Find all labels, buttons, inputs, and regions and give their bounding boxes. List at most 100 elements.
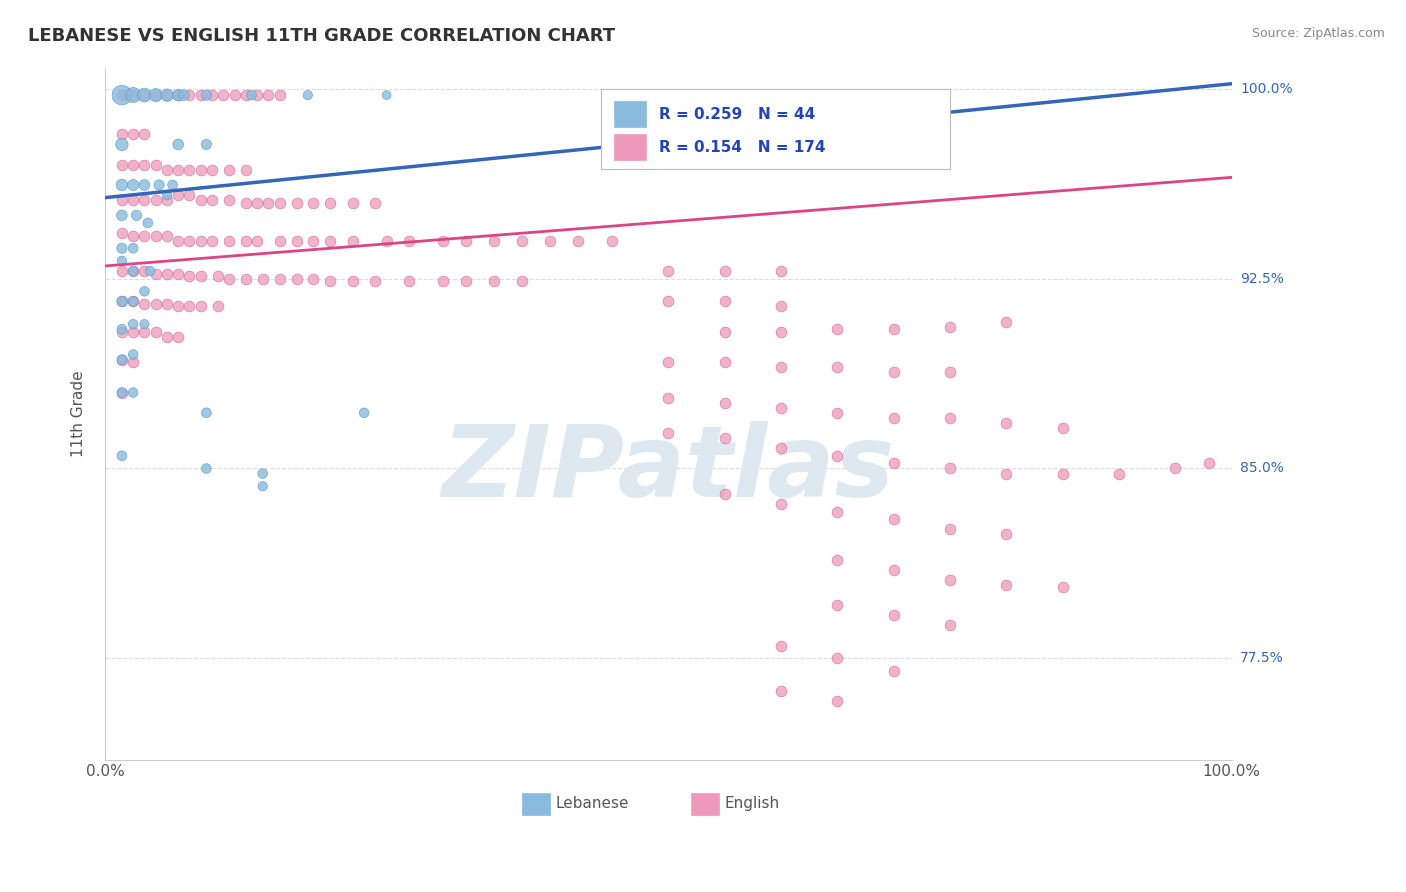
Point bbox=[302, 195, 325, 210]
Point bbox=[111, 88, 134, 103]
Point bbox=[827, 552, 849, 566]
Point bbox=[156, 88, 179, 103]
Point bbox=[156, 297, 179, 311]
Point bbox=[246, 195, 269, 210]
Point bbox=[111, 254, 134, 268]
Point bbox=[827, 360, 849, 375]
Point bbox=[134, 325, 156, 339]
Point bbox=[190, 162, 212, 177]
Point bbox=[218, 162, 240, 177]
Point bbox=[883, 365, 905, 379]
Point bbox=[167, 137, 190, 152]
Point bbox=[713, 487, 735, 501]
Point bbox=[769, 684, 792, 698]
Point bbox=[375, 234, 398, 248]
Point bbox=[111, 385, 134, 400]
Point bbox=[167, 188, 190, 202]
Point bbox=[769, 360, 792, 375]
Point bbox=[179, 234, 201, 248]
Y-axis label: 11th Grade: 11th Grade bbox=[72, 371, 86, 458]
Point bbox=[246, 88, 269, 103]
Point bbox=[297, 88, 319, 103]
Point bbox=[218, 271, 240, 285]
Point bbox=[285, 195, 308, 210]
Point bbox=[235, 195, 257, 210]
Point bbox=[134, 158, 156, 172]
Point bbox=[156, 193, 179, 207]
Point bbox=[173, 88, 195, 103]
Point bbox=[510, 274, 533, 288]
Point bbox=[122, 264, 145, 278]
Point bbox=[167, 234, 190, 248]
Point bbox=[713, 395, 735, 409]
Point bbox=[1052, 421, 1074, 435]
Point bbox=[111, 449, 134, 463]
Point bbox=[302, 234, 325, 248]
Point bbox=[257, 88, 280, 103]
Point bbox=[827, 504, 849, 518]
Point bbox=[319, 195, 342, 210]
Point bbox=[167, 267, 190, 281]
Text: 77.5%: 77.5% bbox=[1240, 651, 1284, 665]
Point bbox=[353, 406, 375, 420]
Point bbox=[939, 522, 962, 536]
Point bbox=[145, 88, 167, 103]
Point bbox=[482, 234, 505, 248]
Point bbox=[111, 208, 134, 222]
Point bbox=[167, 162, 190, 177]
Point bbox=[939, 461, 962, 475]
Point bbox=[122, 178, 145, 192]
Point bbox=[134, 264, 156, 278]
Point bbox=[827, 651, 849, 665]
Point bbox=[212, 88, 235, 103]
Point bbox=[398, 234, 420, 248]
Text: Lebanese: Lebanese bbox=[555, 796, 628, 811]
Point bbox=[713, 325, 735, 339]
Point bbox=[769, 401, 792, 415]
Bar bbox=[600, 89, 950, 169]
Point bbox=[995, 527, 1018, 541]
Point bbox=[827, 449, 849, 463]
Point bbox=[122, 317, 145, 331]
Point bbox=[939, 573, 962, 587]
Point bbox=[1198, 457, 1220, 471]
Text: Source: ZipAtlas.com: Source: ZipAtlas.com bbox=[1251, 27, 1385, 40]
Point bbox=[139, 264, 162, 278]
Point bbox=[657, 391, 679, 405]
Point bbox=[179, 162, 201, 177]
Point bbox=[827, 598, 849, 612]
Point bbox=[195, 406, 218, 420]
Point bbox=[122, 355, 145, 369]
Point bbox=[1052, 467, 1074, 481]
Point bbox=[134, 128, 156, 142]
Point bbox=[567, 234, 589, 248]
Point bbox=[122, 128, 145, 142]
Point bbox=[657, 294, 679, 309]
Point bbox=[939, 410, 962, 425]
Point bbox=[600, 234, 623, 248]
Point bbox=[111, 158, 134, 172]
Point bbox=[319, 274, 342, 288]
Point bbox=[240, 88, 263, 103]
Point bbox=[145, 158, 167, 172]
Point bbox=[883, 664, 905, 678]
Point bbox=[883, 563, 905, 577]
Point bbox=[207, 269, 229, 284]
Point bbox=[122, 294, 145, 309]
Point bbox=[111, 294, 134, 309]
Point bbox=[769, 497, 792, 511]
Point bbox=[179, 188, 201, 202]
Point bbox=[122, 158, 145, 172]
Point bbox=[111, 178, 134, 192]
Point bbox=[195, 461, 218, 475]
Point bbox=[713, 294, 735, 309]
Point bbox=[201, 88, 224, 103]
Point bbox=[939, 319, 962, 334]
Point bbox=[111, 352, 134, 367]
Point bbox=[883, 457, 905, 471]
Point bbox=[246, 234, 269, 248]
Point bbox=[995, 315, 1018, 329]
Point bbox=[827, 694, 849, 708]
Point bbox=[510, 234, 533, 248]
Text: 100.0%: 100.0% bbox=[1240, 82, 1292, 95]
